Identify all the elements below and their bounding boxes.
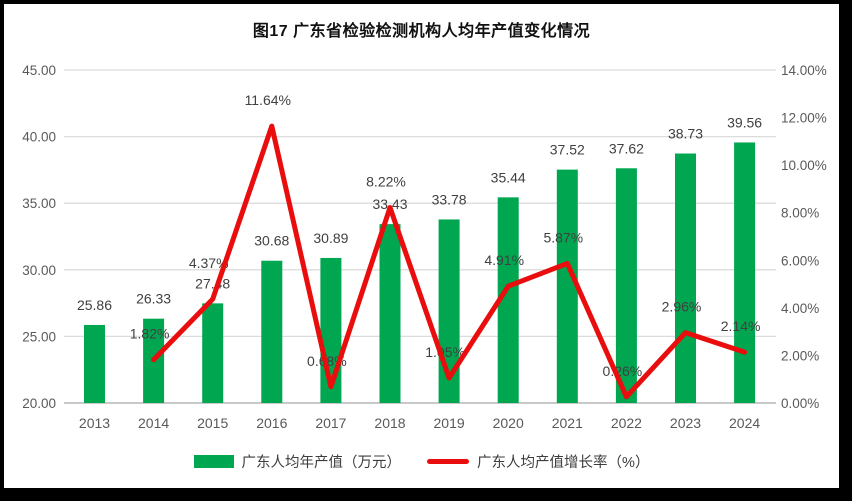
- bar-label-2023: 38.73: [668, 126, 703, 142]
- bar-2015: [202, 303, 224, 403]
- bar-label-2018: 33.43: [372, 196, 407, 212]
- line-label-2020: 4.91%: [484, 252, 524, 268]
- x-axis-label-2023: 2023: [670, 415, 701, 431]
- left-axis-tick: 45.00: [22, 63, 56, 78]
- legend-bar-swatch-icon: [193, 454, 234, 468]
- line-label-2014: 1.82%: [130, 326, 170, 342]
- bar-2018: [379, 224, 401, 403]
- growth-rate-line: [151, 123, 748, 400]
- bar-label-2020: 35.44: [491, 169, 526, 185]
- bar-label-2016: 30.68: [254, 233, 289, 249]
- line-label-2021: 5.87%: [543, 229, 583, 245]
- x-axis-label-2018: 2018: [374, 415, 405, 431]
- left-axis-labels: 45.00 40.00 35.00 30.00 25.00 20.00: [22, 63, 56, 411]
- line-label-2024: 2.14%: [721, 318, 761, 334]
- line-value-labels: 1.82%4.37%11.64%0.68%8.22%1.05%4.91%5.87…: [130, 92, 761, 379]
- bar-2013: [84, 324, 105, 403]
- bar-label-2014: 26.33: [136, 291, 171, 307]
- x-axis-label-2020: 2020: [493, 415, 524, 431]
- x-axis-labels: 2013 2014 2015 2016 2017 2018 2019 2020 2021 2022…: [79, 415, 760, 431]
- legend-item-line-series: 广东人均产值增长率（%）: [427, 451, 649, 472]
- bar-2021: [556, 169, 578, 403]
- bar-2020: [497, 197, 519, 403]
- line-label-2019: 1.05%: [425, 344, 465, 360]
- left-axis-tick: 40.00: [22, 130, 56, 145]
- x-axis-label-2021: 2021: [552, 415, 583, 431]
- bar-series: [84, 142, 756, 403]
- bar-label-2013: 25.86: [77, 297, 112, 313]
- right-axis-tick: 4.00%: [781, 301, 819, 316]
- right-axis-tick: 8.00%: [781, 206, 819, 221]
- bar-2022: [615, 168, 637, 403]
- line-label-2016: 11.64%: [245, 92, 291, 108]
- legend-bar-label: 广东人均年产值（万元）: [241, 454, 402, 471]
- right-axis-tick: 2.00%: [781, 348, 819, 363]
- right-axis-tick: 10.00%: [781, 158, 827, 173]
- bar-label-2015: 27.48: [195, 275, 230, 291]
- bar-2016: [261, 260, 283, 403]
- x-axis-label-2024: 2024: [729, 415, 760, 431]
- right-axis-tick: 14.00%: [781, 63, 827, 78]
- line-label-2018: 8.22%: [366, 173, 406, 189]
- x-axis-label-2022: 2022: [611, 415, 642, 431]
- x-axis-label-2015: 2015: [197, 415, 228, 431]
- line-label-2022: 0.26%: [603, 363, 643, 379]
- x-axis-label-2016: 2016: [256, 415, 287, 431]
- x-axis-label-2019: 2019: [434, 415, 465, 431]
- right-axis-tick: 6.00%: [781, 253, 819, 268]
- legend-item-bar-series: 广东人均年产值（万元）: [193, 451, 402, 472]
- bar-label-2022: 37.62: [609, 140, 644, 156]
- left-axis-tick: 25.00: [22, 329, 56, 344]
- bar-label-2021: 37.52: [550, 142, 585, 158]
- legend-line-label: 广东人均产值增长率（%）: [477, 454, 650, 471]
- bar-value-labels: 25.86 26.33 27.48 30.68 30.89 33.43 33.78 35.44…: [77, 114, 762, 312]
- bar-2024: [734, 142, 756, 403]
- bar-label-2017: 30.89: [313, 230, 348, 246]
- right-axis-tick: 12.00%: [781, 111, 827, 126]
- legend-line-swatch-icon: [427, 458, 470, 464]
- line-label-2023: 2.96%: [662, 299, 702, 315]
- bar-2023: [675, 153, 696, 403]
- x-axis-label-2017: 2017: [315, 415, 346, 431]
- left-axis-tick: 30.00: [22, 263, 56, 278]
- left-axis-tick: 20.00: [22, 396, 56, 411]
- right-axis-labels: 14.00% 12.00% 10.00% 8.00% 6.00% 4.00% 2.00% 0.…: [781, 63, 827, 411]
- right-axis-tick: 0.00%: [781, 396, 819, 411]
- chart-title: 图17 广东省检验检测机构人均年产值变化情况: [252, 23, 591, 40]
- x-axis-label-2014: 2014: [138, 415, 169, 431]
- bar-label-2024: 39.56: [727, 114, 762, 130]
- x-axis-label-2013: 2013: [79, 415, 110, 431]
- bar-label-2019: 33.78: [432, 191, 467, 207]
- left-axis-tick: 35.00: [22, 196, 56, 211]
- gridlines: [64, 69, 776, 404]
- line-label-2015: 4.37%: [189, 255, 229, 271]
- chart-legend: 广东人均年产值（万元） 广东人均产值增长率（%）: [4, 451, 839, 472]
